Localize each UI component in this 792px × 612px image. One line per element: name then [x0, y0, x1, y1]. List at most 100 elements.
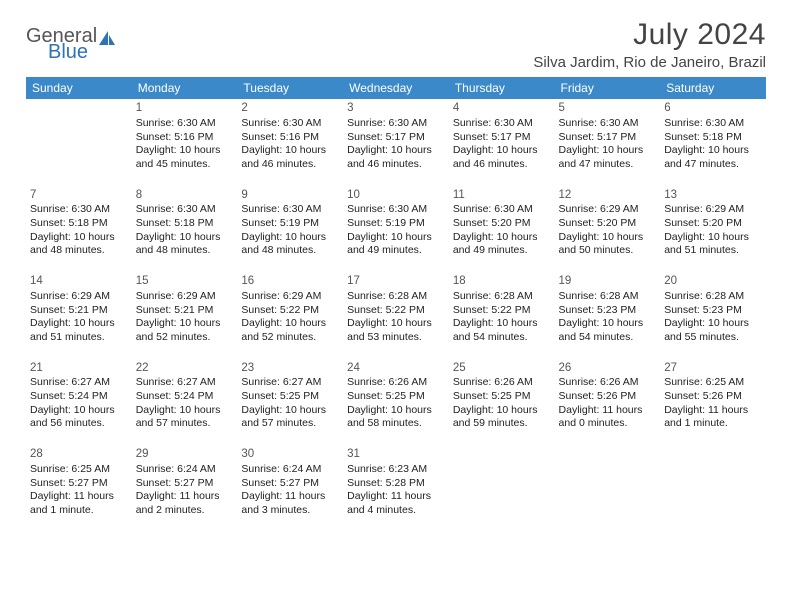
- day-number: 2: [241, 101, 339, 116]
- day-daylight2: and 1 minute.: [30, 504, 128, 518]
- day-sunrise: Sunrise: 6:29 AM: [241, 290, 339, 304]
- day-number: 29: [136, 447, 234, 462]
- calendar-day-cell: 21Sunrise: 6:27 AMSunset: 5:24 PMDayligh…: [26, 359, 132, 438]
- day-daylight1: Daylight: 10 hours: [559, 144, 657, 158]
- brand-line2: Blue: [48, 42, 88, 62]
- calendar-day-cell: 4Sunrise: 6:30 AMSunset: 5:17 PMDaylight…: [449, 99, 555, 178]
- day-number: 21: [30, 361, 128, 376]
- calendar-day-cell: 18Sunrise: 6:28 AMSunset: 5:22 PMDayligh…: [449, 272, 555, 351]
- day-sunrise: Sunrise: 6:30 AM: [241, 117, 339, 131]
- day-sunrise: Sunrise: 6:26 AM: [453, 376, 551, 390]
- day-sunrise: Sunrise: 6:25 AM: [30, 463, 128, 477]
- calendar-day-cell: 6Sunrise: 6:30 AMSunset: 5:18 PMDaylight…: [660, 99, 766, 178]
- day-sunset: Sunset: 5:21 PM: [136, 304, 234, 318]
- day-sunrise: Sunrise: 6:30 AM: [559, 117, 657, 131]
- day-sunset: Sunset: 5:20 PM: [453, 217, 551, 231]
- calendar-day-cell: 19Sunrise: 6:28 AMSunset: 5:23 PMDayligh…: [555, 272, 661, 351]
- week-separator: [26, 264, 766, 272]
- day-daylight1: Daylight: 10 hours: [559, 317, 657, 331]
- day-sunset: Sunset: 5:25 PM: [453, 390, 551, 404]
- day-sunset: Sunset: 5:25 PM: [241, 390, 339, 404]
- brand-logo: General Blue: [26, 18, 115, 62]
- day-daylight1: Daylight: 10 hours: [453, 231, 551, 245]
- day-sunset: Sunset: 5:23 PM: [664, 304, 762, 318]
- day-number: 23: [241, 361, 339, 376]
- weekday-header: Friday: [555, 77, 661, 99]
- day-daylight2: and 51 minutes.: [664, 244, 762, 258]
- day-number: 19: [559, 274, 657, 289]
- calendar-day-cell: 8Sunrise: 6:30 AMSunset: 5:18 PMDaylight…: [132, 186, 238, 265]
- day-daylight1: Daylight: 10 hours: [664, 317, 762, 331]
- calendar-day-cell: 29Sunrise: 6:24 AMSunset: 5:27 PMDayligh…: [132, 445, 238, 524]
- day-sunset: Sunset: 5:28 PM: [347, 477, 445, 491]
- day-sunset: Sunset: 5:18 PM: [664, 131, 762, 145]
- weekday-header: Thursday: [449, 77, 555, 99]
- day-daylight2: and 50 minutes.: [559, 244, 657, 258]
- day-daylight1: Daylight: 10 hours: [347, 231, 445, 245]
- calendar-day-cell: 11Sunrise: 6:30 AMSunset: 5:20 PMDayligh…: [449, 186, 555, 265]
- title-block: July 2024 Silva Jardim, Rio de Janeiro, …: [533, 18, 766, 71]
- day-daylight1: Daylight: 10 hours: [453, 404, 551, 418]
- day-number: 16: [241, 274, 339, 289]
- month-title: July 2024: [533, 18, 766, 52]
- day-sunrise: Sunrise: 6:27 AM: [241, 376, 339, 390]
- day-sunset: Sunset: 5:18 PM: [136, 217, 234, 231]
- day-daylight1: Daylight: 11 hours: [241, 490, 339, 504]
- day-number: 6: [664, 101, 762, 116]
- day-daylight1: Daylight: 10 hours: [136, 317, 234, 331]
- day-sunset: Sunset: 5:25 PM: [347, 390, 445, 404]
- day-number: 20: [664, 274, 762, 289]
- weekday-header: Wednesday: [343, 77, 449, 99]
- day-sunrise: Sunrise: 6:26 AM: [347, 376, 445, 390]
- day-sunset: Sunset: 5:18 PM: [30, 217, 128, 231]
- day-daylight2: and 57 minutes.: [136, 417, 234, 431]
- sail-icon: [99, 29, 115, 43]
- day-daylight1: Daylight: 10 hours: [241, 404, 339, 418]
- day-daylight2: and 46 minutes.: [453, 158, 551, 172]
- day-daylight1: Daylight: 10 hours: [559, 231, 657, 245]
- day-daylight1: Daylight: 11 hours: [30, 490, 128, 504]
- day-daylight2: and 56 minutes.: [30, 417, 128, 431]
- day-sunset: Sunset: 5:27 PM: [30, 477, 128, 491]
- calendar-day-cell: 10Sunrise: 6:30 AMSunset: 5:19 PMDayligh…: [343, 186, 449, 265]
- day-number: 13: [664, 188, 762, 203]
- day-sunset: Sunset: 5:20 PM: [559, 217, 657, 231]
- day-sunrise: Sunrise: 6:29 AM: [664, 203, 762, 217]
- day-sunrise: Sunrise: 6:27 AM: [30, 376, 128, 390]
- day-sunset: Sunset: 5:24 PM: [30, 390, 128, 404]
- day-number: 30: [241, 447, 339, 462]
- day-sunset: Sunset: 5:17 PM: [453, 131, 551, 145]
- day-number: 3: [347, 101, 445, 116]
- calendar-day-cell: 28Sunrise: 6:25 AMSunset: 5:27 PMDayligh…: [26, 445, 132, 524]
- day-sunrise: Sunrise: 6:30 AM: [664, 117, 762, 131]
- day-sunrise: Sunrise: 6:26 AM: [559, 376, 657, 390]
- day-daylight1: Daylight: 10 hours: [453, 144, 551, 158]
- calendar-day-cell: 16Sunrise: 6:29 AMSunset: 5:22 PMDayligh…: [237, 272, 343, 351]
- day-sunrise: Sunrise: 6:28 AM: [664, 290, 762, 304]
- day-daylight1: Daylight: 10 hours: [136, 404, 234, 418]
- calendar-day-cell: 20Sunrise: 6:28 AMSunset: 5:23 PMDayligh…: [660, 272, 766, 351]
- day-daylight2: and 48 minutes.: [136, 244, 234, 258]
- week-separator: [26, 437, 766, 445]
- day-number: 10: [347, 188, 445, 203]
- weekday-header: Sunday: [26, 77, 132, 99]
- day-sunset: Sunset: 5:22 PM: [241, 304, 339, 318]
- day-sunrise: Sunrise: 6:30 AM: [30, 203, 128, 217]
- day-sunset: Sunset: 5:17 PM: [347, 131, 445, 145]
- calendar-day-cell: 23Sunrise: 6:27 AMSunset: 5:25 PMDayligh…: [237, 359, 343, 438]
- weekday-header: Monday: [132, 77, 238, 99]
- day-number: 14: [30, 274, 128, 289]
- day-daylight1: Daylight: 10 hours: [136, 231, 234, 245]
- calendar-day-cell: 31Sunrise: 6:23 AMSunset: 5:28 PMDayligh…: [343, 445, 449, 524]
- calendar-page: General Blue July 2024 Silva Jardim, Rio…: [0, 0, 792, 534]
- day-daylight1: Daylight: 10 hours: [30, 317, 128, 331]
- calendar-day-cell: 9Sunrise: 6:30 AMSunset: 5:19 PMDaylight…: [237, 186, 343, 265]
- day-number: 26: [559, 361, 657, 376]
- day-number: 27: [664, 361, 762, 376]
- day-daylight2: and 55 minutes.: [664, 331, 762, 345]
- calendar-day-cell: 27Sunrise: 6:25 AMSunset: 5:26 PMDayligh…: [660, 359, 766, 438]
- calendar-week-row: 7Sunrise: 6:30 AMSunset: 5:18 PMDaylight…: [26, 186, 766, 265]
- day-sunrise: Sunrise: 6:29 AM: [30, 290, 128, 304]
- day-sunset: Sunset: 5:26 PM: [559, 390, 657, 404]
- day-sunrise: Sunrise: 6:30 AM: [453, 117, 551, 131]
